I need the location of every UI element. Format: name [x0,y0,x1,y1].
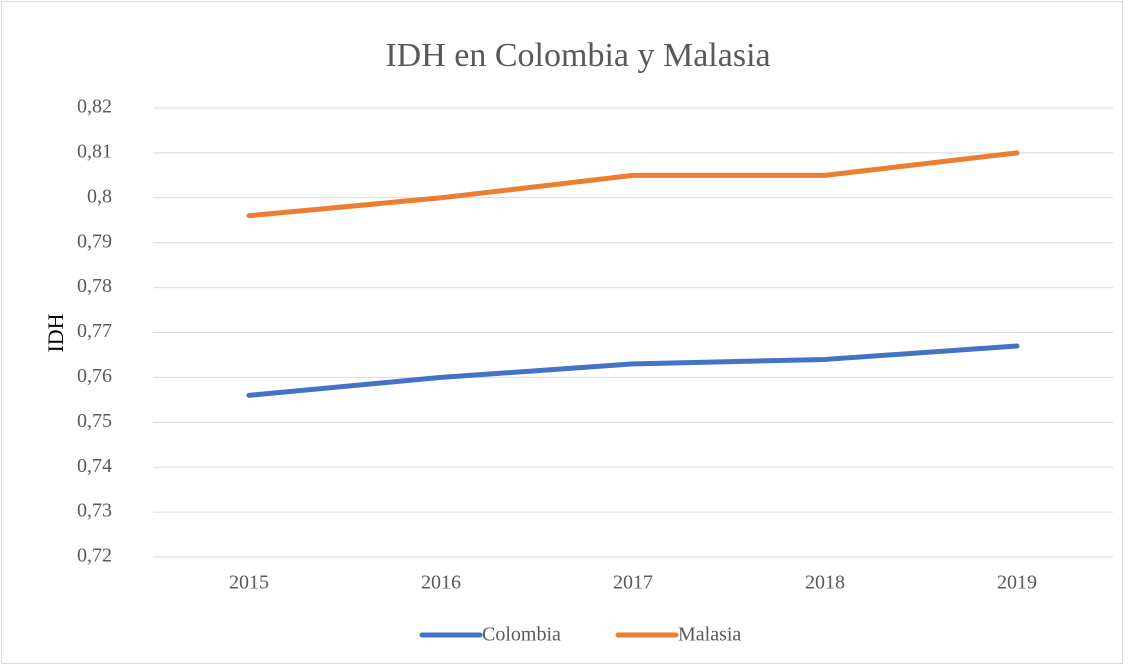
y-tick-label: 0,75 [77,410,112,432]
x-tick-label: 2018 [805,572,845,594]
y-tick-label: 0,79 [77,230,112,252]
y-tick-label: 0,82 [77,96,112,118]
y-tick-label: 0,77 [77,320,112,342]
y-tick-label: 0,72 [77,545,112,567]
y-axis-label: IDH [43,313,68,352]
y-tick-label: 0,8 [87,185,112,207]
x-tick-label: 2017 [613,572,653,594]
chart-title: IDH en Colombia y Malasia [385,37,770,74]
series-line [246,150,1020,219]
x-tick-label: 2016 [421,572,461,594]
y-tick-label: 0,78 [77,275,112,297]
legend-label: Colombia [482,624,561,646]
y-tick-label: 0,81 [77,140,112,162]
y-tick-label: 0,76 [77,365,112,387]
y-tick-label: 0,74 [77,455,112,477]
x-tick-label: 2015 [229,572,269,594]
legend-label: Malasia [678,624,741,646]
x-tick-label: 2019 [997,572,1037,594]
y-tick-label: 0,73 [77,500,112,522]
series-line [246,343,1020,398]
